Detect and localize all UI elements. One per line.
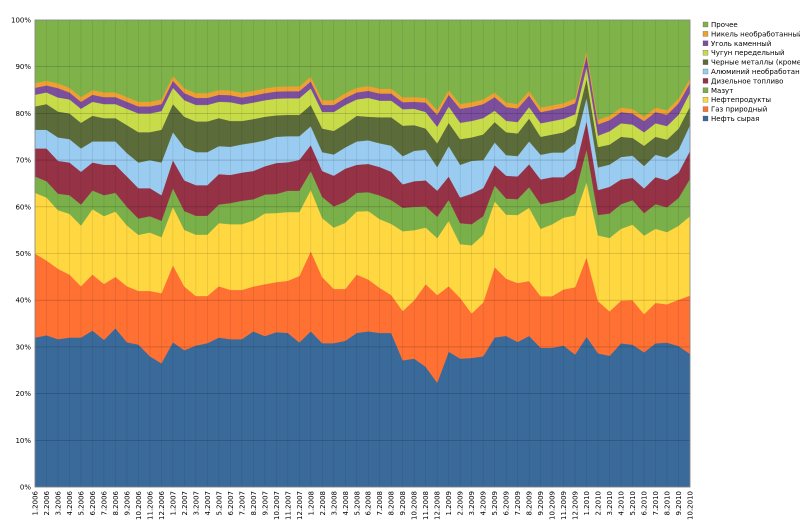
y-tick-label: 10% [15,437,31,445]
x-tick-label: 11.2007 [284,491,292,520]
x-tick-label: 7.2008 [376,491,384,516]
x-tick-label: 9.2006 [123,490,131,515]
x-tick-label: 9.2010 [675,491,683,516]
x-tick-label: 2.2007 [181,491,189,516]
x-tick-label: 1.2010 [583,491,591,516]
x-tick-label: 12.2006 [158,490,166,519]
legend-label: Газ природный [711,106,767,114]
x-tick-label: 8.2010 [664,491,672,516]
legend-label: Алюминий необработанный [711,68,800,76]
x-tick-label: 3.2010 [606,491,614,516]
x-tick-label: 2.2006 [43,490,51,515]
x-tick-label: 3.2009 [468,491,476,516]
y-tick-label: 90% [15,63,31,71]
x-tick-label: 7.2006 [100,490,108,515]
x-tick-label: 3.2008 [330,491,338,516]
x-tick-label: 5.2007 [215,491,223,516]
legend-label: Чугун передельный [711,49,785,57]
x-tick-label: 9.2008 [399,491,407,516]
legend-label: Нефть сырая [711,115,759,123]
x-tick-label: 10.2009 [549,491,557,520]
legend-label: Прочее [711,21,738,29]
legend-swatch [702,97,709,103]
x-tick-label: 1.2007 [169,491,177,516]
x-tick-label: 11.2008 [422,491,430,520]
x-tick-label: 7.2007 [238,491,246,516]
x-tick-label: 10.2010 [687,491,695,520]
x-tick-label: 5.2006 [77,490,85,515]
legend-label: Черные металлы (кроме) [711,59,800,67]
x-tick-label: 6.2008 [365,491,373,516]
y-tick-label: 50% [15,250,31,258]
x-tick-label: 7.2010 [652,491,660,516]
legend-swatch [702,115,709,122]
y-tick-label: 100% [11,17,31,25]
x-tick-label: 6.2010 [641,491,649,516]
y-tick-label: 0% [20,484,31,492]
x-tick-label: 4.2006 [66,490,74,515]
legend-swatch [702,87,709,93]
x-tick-label: 4.2007 [204,491,212,516]
x-tick-label: 6.2007 [227,491,235,516]
x-tick-label: 10.2008 [411,491,419,520]
legend-swatch [702,78,709,84]
x-tick-label: 2.2009 [457,491,465,516]
x-tick-label: 8.2009 [526,491,534,516]
x-tick-label: 2.2010 [595,491,603,516]
x-tick-label: 5.2009 [491,491,499,516]
x-tick-label: 4.2009 [480,491,488,516]
x-tick-label: 8.2006 [112,490,120,515]
x-tick-label: 2.2008 [319,491,327,516]
x-tick-label: 5.2008 [353,491,361,516]
legend-swatch [702,21,709,28]
series-areas [34,19,691,488]
x-tick-label: 9.2007 [261,491,269,516]
x-tick-label: 1.2008 [307,491,315,516]
y-tick-label: 70% [15,157,31,165]
x-tick-label: 12.2008 [434,491,442,520]
x-tick-label: 7.2009 [514,491,522,516]
x-tick-label: 4.2010 [618,491,626,516]
x-tick-label: 6.2006 [89,490,97,515]
x-tick-label: 9.2009 [537,491,545,516]
x-tick-label: 3.2006 [54,490,62,515]
y-axis-ticks: 0% 10% 20% 30% 40% 50% 60% 70% 80% 90% 100% [11,17,31,492]
x-tick-label: 12.2007 [296,491,304,520]
legend-swatch [702,106,709,112]
x-tick-label: 1.2006 [32,490,40,515]
y-tick-label: 40% [15,297,31,305]
y-tick-label: 60% [15,203,31,211]
x-tick-label: 8.2007 [250,491,258,516]
legend-swatch [702,40,709,46]
legend-label: Мазут [711,87,733,95]
x-tick-label: 11.2006 [146,490,154,519]
legend-label: Дизельное топливо [711,77,783,85]
gridlines [34,19,691,488]
x-tick-label: 8.2008 [388,491,396,516]
legend-label: Никель необработанный [711,30,800,38]
x-tick-label: 12.2009 [572,491,580,520]
plot-frame [34,19,691,488]
x-tick-label: 4.2008 [342,491,350,516]
legend-label: Нефтепродукты [711,96,771,104]
series-area-0 [34,327,691,488]
x-axis-ticks: 1.2006 2.2006 3.2006 4.2006 5.2006 6.2006 7.20… [32,490,695,519]
x-tick-label: 10.2006 [135,490,143,519]
legend-swatch [702,68,709,75]
y-tick-label: 20% [15,390,31,398]
legend-swatch [702,31,709,37]
x-tick-label: 5.2010 [629,491,637,516]
x-tick-label: 1.2009 [445,491,453,516]
legend-label: Уголь каменный [711,40,771,48]
y-tick-label: 80% [15,110,31,118]
legend-swatch [702,50,709,56]
legend-swatch [702,59,709,65]
x-tick-label: 3.2007 [192,491,200,516]
x-tick-label: 6.2009 [503,491,511,515]
x-tick-label: 10.2007 [273,491,281,520]
x-tick-label: 11.2009 [560,491,568,520]
y-tick-label: 30% [15,343,31,351]
